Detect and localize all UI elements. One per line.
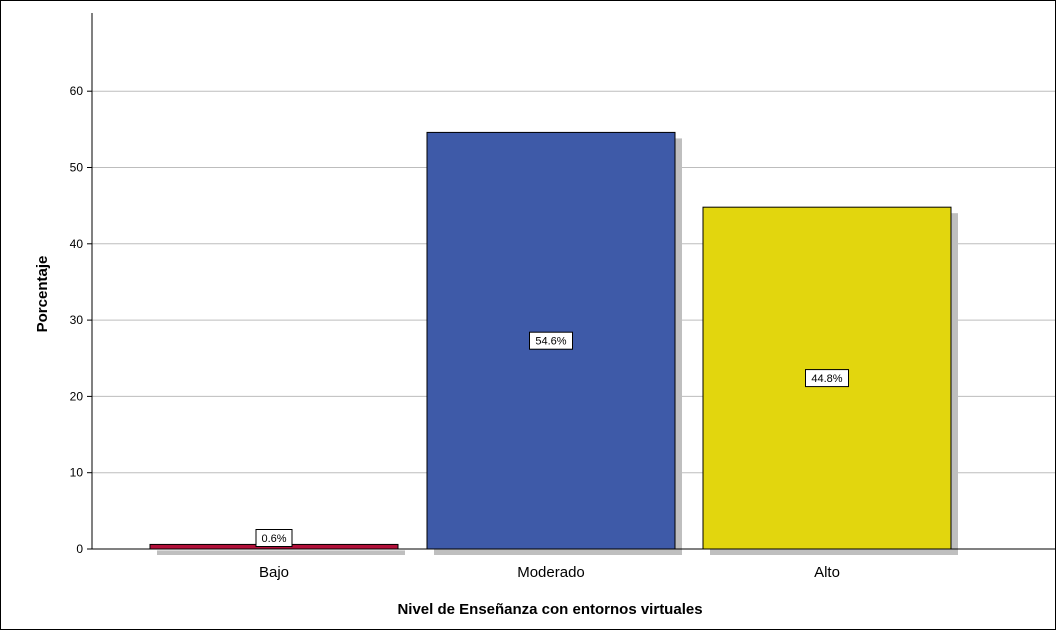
data-label-box (805, 369, 849, 388)
data-label: 44.8% (805, 369, 849, 388)
y-tick-label: 30 (70, 313, 84, 327)
data-label-box (255, 529, 293, 547)
data-label: 54.6% (529, 331, 573, 350)
y-tick-label: 50 (70, 161, 84, 175)
x-tick-label: Alto (814, 564, 840, 581)
y-ticks: 0 10 20 30 40 50 60 (70, 84, 92, 556)
data-label-text: 0.6% (261, 533, 286, 545)
data-label-box (529, 331, 573, 350)
data-label: 0.6% (255, 529, 293, 547)
x-tick-label: Bajo (259, 564, 289, 581)
bar-shadow (157, 550, 405, 555)
data-label-text: 54.6% (535, 336, 566, 348)
y-tick-label: 0 (76, 542, 83, 556)
x-axis-title: Nivel de Enseñanza con entornos virtuale… (397, 601, 702, 618)
x-tick-label: Moderado (517, 564, 585, 581)
x-tick-labels: Bajo Moderado Alto (259, 564, 840, 581)
axes (91, 13, 1055, 550)
data-labels: 0.6% 54.6% 44.8% (255, 331, 849, 547)
y-tick-label: 60 (70, 84, 84, 98)
y-tick-label: 20 (70, 389, 84, 403)
data-label-text: 44.8% (811, 373, 842, 385)
y-tick-label: 10 (70, 466, 84, 480)
y-tick-label: 40 (70, 237, 84, 251)
y-axis-title: Porcentaje (34, 256, 51, 333)
